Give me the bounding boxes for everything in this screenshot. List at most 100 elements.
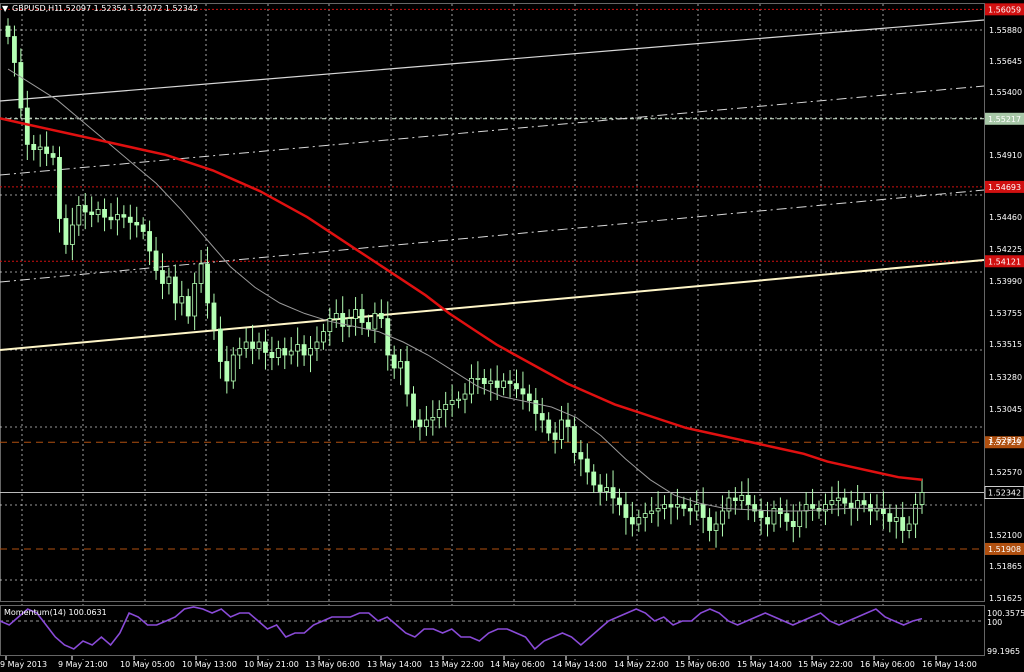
candle-body — [372, 312, 378, 330]
level-price-box — [985, 3, 1024, 16]
level-price-label: 1.54121 — [988, 257, 1021, 266]
candle-body — [848, 502, 854, 509]
candle-body — [147, 231, 153, 252]
ma-red-line — [0, 117, 923, 482]
level-price-box — [984, 486, 1024, 499]
candle-body — [31, 143, 37, 150]
time-tick-label: 10 May 05:00 — [120, 660, 175, 669]
candle-body — [578, 452, 584, 460]
time-axis: 9 May 2013 9 May 21:00 10 May 05:00 10 May … — [0, 656, 977, 669]
price-tick-label: 1.54910 — [989, 151, 1022, 160]
candle-body — [5, 25, 11, 37]
candle-body — [526, 393, 532, 401]
candle-body — [378, 312, 384, 319]
candle-body — [584, 458, 590, 473]
candle-body — [784, 513, 790, 522]
candle-body — [900, 517, 906, 531]
candle-body — [18, 62, 24, 109]
candle-body — [604, 487, 610, 492]
candle-body — [192, 283, 198, 317]
level-price-box — [985, 180, 1024, 193]
candle-body — [462, 393, 468, 400]
momentum-label: Momentum(14) 100.0631 — [4, 608, 107, 617]
candle-body — [140, 224, 146, 232]
candle-body — [655, 507, 661, 512]
channel-lower-line — [0, 259, 985, 351]
time-tick-label: 16 May 06:00 — [860, 660, 915, 669]
candle-body — [758, 510, 764, 518]
time-tick-label: 10 May 21:00 — [244, 660, 299, 669]
candle-body — [700, 504, 706, 518]
level-price-label: 1.52342 — [988, 489, 1021, 498]
candle-body — [707, 517, 712, 531]
candle-body — [765, 517, 770, 525]
price-tick-label: 1.51625 — [989, 594, 1022, 603]
candle-body — [69, 224, 75, 245]
candle-body — [591, 471, 597, 486]
candle-body — [559, 419, 564, 440]
candle-body — [275, 348, 281, 358]
time-tick-label: 14 May 06:00 — [490, 660, 545, 669]
candle-body — [572, 426, 577, 453]
candle-body — [732, 497, 738, 501]
candle-body — [314, 341, 320, 349]
candle-body — [887, 513, 893, 522]
candle-body — [469, 377, 474, 395]
candle-body — [153, 250, 159, 271]
time-tick-label: 9 May 21:00 — [58, 660, 108, 669]
candle-body — [546, 419, 552, 434]
candle-body — [642, 513, 648, 518]
candle-body — [404, 361, 410, 395]
price-tick-label: 1.51865 — [989, 562, 1022, 571]
level-price-label: 1.52729 — [988, 438, 1021, 447]
candle-body — [752, 504, 758, 512]
candle-body — [713, 523, 719, 531]
candle-body — [436, 409, 442, 418]
candle-body — [12, 36, 17, 63]
candle-body — [263, 341, 268, 353]
price-tick-label: 1.54460 — [989, 213, 1022, 222]
candle-body — [520, 388, 526, 395]
candle-body — [211, 302, 217, 330]
candle-body — [494, 380, 500, 388]
candle-body — [359, 309, 365, 323]
candle-body — [243, 341, 249, 349]
candle-body — [102, 208, 107, 218]
candle-body — [205, 263, 210, 304]
candle-body — [861, 500, 867, 505]
momentum-tick-label: 100 — [987, 618, 1002, 627]
candle-body — [501, 380, 507, 388]
candle-body — [919, 492, 925, 505]
candle-body — [333, 312, 339, 319]
candle-body — [829, 500, 835, 505]
candle-body — [739, 494, 745, 501]
candle-body — [662, 504, 667, 509]
price-tick-label: 1.53045 — [989, 405, 1022, 414]
candle-body — [301, 344, 307, 356]
candle-body — [475, 377, 481, 380]
candle-body — [346, 318, 352, 327]
time-tick-label: 14 May 22:00 — [614, 660, 669, 669]
candle-body — [797, 510, 803, 528]
candle-body — [443, 403, 449, 410]
candle-body — [340, 312, 346, 327]
candle-body — [308, 348, 313, 356]
title-arrow-icon[interactable]: ▼ — [2, 4, 9, 13]
candle-body — [565, 419, 571, 427]
candle-body — [430, 416, 436, 421]
candle-body — [880, 507, 886, 514]
candle-body — [649, 510, 655, 514]
candle-body — [24, 107, 30, 145]
candle-body — [842, 497, 848, 504]
price-tick-label: 1.54225 — [989, 245, 1022, 254]
price-tick-label: 1.52810 — [989, 436, 1022, 445]
candle-body — [675, 504, 680, 508]
level-price-box — [985, 112, 1024, 125]
candle-body — [327, 318, 333, 333]
time-tick-label: 9 May 2013 — [0, 660, 47, 669]
candle-body — [295, 344, 301, 352]
candle-body — [610, 487, 616, 499]
level-price-label: 1.55217 — [988, 115, 1021, 124]
